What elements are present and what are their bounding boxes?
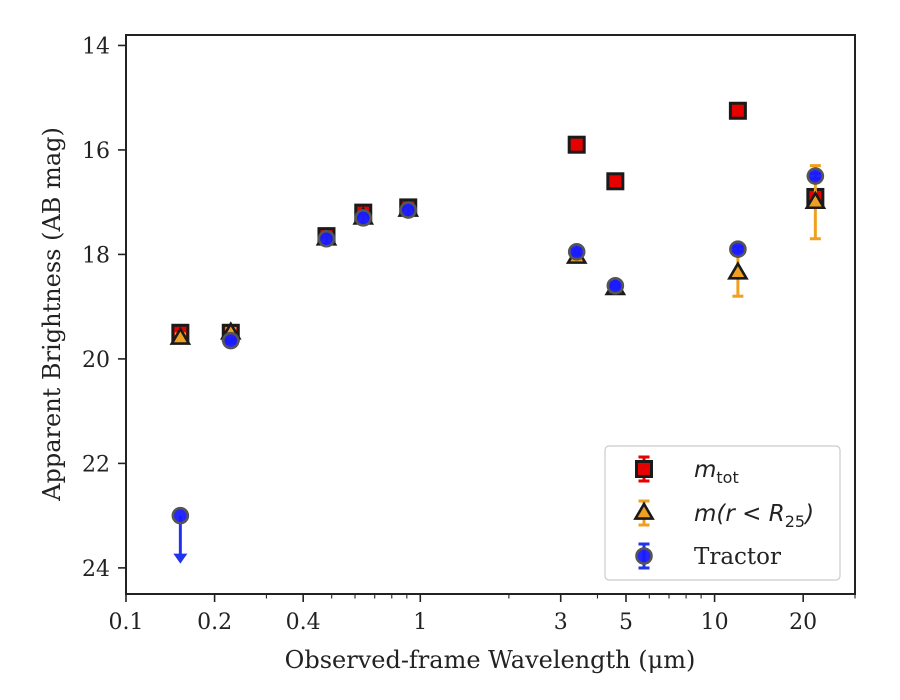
x-tick-label: 0.4 [286,610,321,635]
x-tick-label: 1 [413,610,427,635]
x-tick-label: 0.2 [197,610,232,635]
data-marks [169,101,827,564]
upper-limit-point [171,506,190,525]
data-point [169,326,192,345]
data-point [804,190,827,210]
legend-label: mtot [694,457,739,487]
data-point [399,201,418,219]
y-tick-label: 24 [82,557,110,582]
data-point [728,101,747,120]
legend: mtot m(r < R25) Tractor [604,445,841,581]
data-point [727,261,749,280]
legend-marker [635,460,653,478]
data-point [354,209,373,227]
data-point [567,135,586,154]
legend-entry-1: m(r < R25) [633,499,814,531]
legend-label: m(r < R25) [694,501,814,531]
data-point [567,243,586,261]
legend-entry-0: mtot [635,455,739,487]
data-point [729,240,747,258]
x-tick-label: 3 [554,610,568,635]
y-axis-title: Apparent Brightness (AB mag) [38,127,66,502]
data-point [806,167,825,185]
legend-marker [633,501,655,520]
series-2 [171,167,825,564]
data-point [606,172,625,191]
data-point [221,331,240,350]
y-tick-label: 22 [82,452,110,477]
x-tick-label: 0.1 [109,610,144,635]
data-point [606,276,625,295]
legend-frame [604,445,841,581]
data-point [317,229,336,248]
x-tick-label: 5 [619,610,633,635]
y-tick-label: 20 [82,348,110,373]
axis-ticks: 0.1 0.2 0.4 1 3 5 10 20 14 16 18 20 22 24 [82,34,856,635]
y-tick-label: 16 [82,139,110,164]
x-tick-label: 10 [701,610,729,635]
legend-entry-2: Tractor [635,542,781,570]
legend-label: Tractor [694,544,781,570]
legend-marker [635,547,653,565]
y-tick-label: 18 [82,243,110,268]
x-tick-label: 20 [789,610,817,635]
upper-limit-arrow-head [173,553,188,564]
x-axis-title: Observed-frame Wavelength (μm) [285,646,696,674]
y-tick-label: 14 [82,34,110,59]
